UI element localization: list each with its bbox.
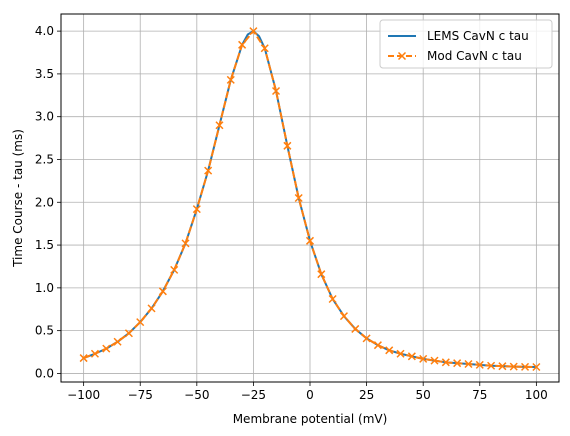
y-tick-label: 0.5 <box>35 324 54 338</box>
x-tick-label: 25 <box>359 388 374 402</box>
data-point-marker <box>430 356 439 365</box>
y-tick-label: 2.5 <box>35 152 54 166</box>
data-point-marker <box>124 329 133 338</box>
data-point-marker <box>419 354 428 363</box>
data-point-marker <box>521 362 530 371</box>
legend-box <box>379 19 553 69</box>
data-point-marker <box>362 334 371 343</box>
data-point-marker <box>136 318 145 327</box>
data-point-marker <box>272 86 281 96</box>
data-point-marker <box>215 121 224 130</box>
legend: LEMS CavN c tau Mod CavN c tau <box>379 19 553 69</box>
data-point-marker <box>487 361 496 370</box>
data-point-marker <box>328 294 337 304</box>
data-point-marker <box>305 236 315 245</box>
axis-ticks: −100 −75 −50 −25 0 25 50 75 100 0.0 0.5 1.0 1.5 2.0 2.… <box>35 24 548 402</box>
data-point-marker <box>453 359 462 368</box>
x-axis-label: Membrane potential (mV) <box>233 412 388 426</box>
legend-marker-mod <box>397 51 407 61</box>
data-point-marker <box>532 362 541 372</box>
data-point-marker <box>181 239 190 248</box>
x-tick-label: 100 <box>525 388 548 402</box>
legend-label-mod: Mod CavN c tau <box>427 49 522 63</box>
x-tick-label: 50 <box>416 388 431 402</box>
data-point-marker <box>294 193 303 203</box>
data-point-marker <box>170 265 179 274</box>
y-tick-label: 3.0 <box>35 110 54 124</box>
y-tick-label: 3.5 <box>35 67 54 81</box>
y-tick-label: 4.0 <box>35 24 54 38</box>
data-point-marker <box>238 40 247 49</box>
data-point-marker <box>351 324 360 333</box>
x-tick-label: 75 <box>472 388 487 402</box>
x-tick-label: −25 <box>241 388 266 402</box>
data-point-marker <box>396 349 405 358</box>
series-layer <box>79 27 541 372</box>
data-point-marker <box>498 362 507 371</box>
grid-lines <box>61 14 559 382</box>
legend-label-lems: LEMS CavN c tau <box>427 29 529 43</box>
data-point-marker <box>339 312 348 321</box>
data-point-marker <box>407 352 416 361</box>
y-tick-label: 2.0 <box>35 195 54 209</box>
data-point-marker <box>204 166 213 175</box>
y-tick-label: 0.0 <box>35 366 54 380</box>
data-point-marker <box>249 27 258 36</box>
data-point-marker <box>509 362 518 371</box>
data-point-marker <box>147 304 156 313</box>
data-point-marker <box>260 44 269 53</box>
y-axis-label: Time Course - tau (ms) <box>11 129 25 268</box>
x-tick-label: −75 <box>128 388 153 402</box>
data-point-marker <box>79 354 88 363</box>
y-tick-label: 1.0 <box>35 281 54 295</box>
data-point-marker <box>464 359 473 369</box>
x-tick-label: 0 <box>306 388 314 402</box>
data-point-marker <box>90 349 99 358</box>
data-point-marker <box>113 337 122 346</box>
data-point-marker <box>373 341 382 350</box>
data-point-marker <box>441 358 450 367</box>
y-tick-label: 1.5 <box>35 238 54 252</box>
data-point-marker <box>283 141 292 150</box>
x-tick-label: −50 <box>184 388 209 402</box>
data-point-marker <box>226 75 235 84</box>
data-point-marker <box>317 270 326 279</box>
data-point-marker <box>158 287 167 296</box>
x-tick-label: −100 <box>67 388 100 402</box>
data-point-marker <box>102 344 111 353</box>
data-point-marker <box>192 205 201 214</box>
data-point-marker <box>475 360 484 369</box>
data-point-marker <box>385 346 394 355</box>
